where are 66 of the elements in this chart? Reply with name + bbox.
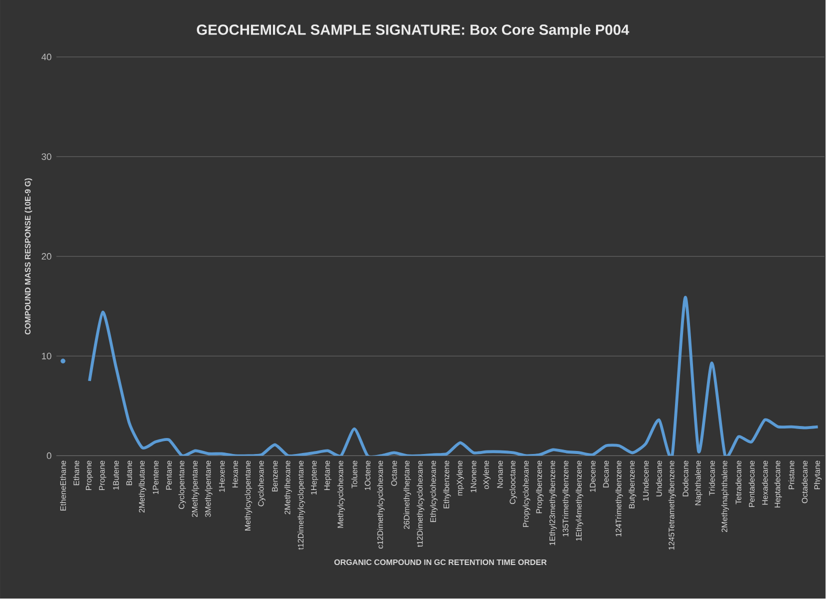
- x-tick-label: 1Nonene: [470, 460, 476, 492]
- x-tick-label: 1Heptene: [311, 460, 318, 495]
- x-tick-label: 1Butene: [113, 460, 119, 490]
- x-tick-label: Propane: [99, 460, 106, 490]
- x-tick-label: Nonane: [497, 460, 503, 488]
- x-tick-label: t12Dimethylcyclohexane: [416, 460, 424, 548]
- x-tick-label: 26Dimethylheptane: [404, 460, 412, 530]
- x-tick-label: Butylbenzene: [628, 460, 636, 508]
- x-tick-label: 1Pentene: [152, 460, 158, 494]
- x-tick-label: Ethane: [73, 460, 80, 486]
- x-tick-label: Decane: [603, 460, 609, 488]
- x-tick-label: Cyclopentane: [178, 460, 186, 510]
- x-tick-label: 1Octene: [364, 460, 370, 490]
- x-tick-label: EtheneEthane: [60, 460, 66, 511]
- chart-title: GEOCHEMICAL SAMPLE SIGNATURE: Box Core Sample P004: [196, 24, 630, 38]
- x-tick-label: Propene: [86, 460, 94, 490]
- x-tick-label: 1Undecene: [642, 460, 649, 501]
- x-tick-label: Tridecane: [708, 460, 715, 496]
- x-tick-label: Phytane: [814, 460, 822, 490]
- x-tick-label: Octadecane: [802, 460, 808, 504]
- y-tick-label: 30: [42, 154, 52, 160]
- x-tick-label: Pentadecane: [748, 460, 755, 508]
- y-axis-title: COMPOUND MASS RESPONSE (10E-9 G): [24, 178, 32, 335]
- x-tick-label: 2Methylpentane: [192, 460, 200, 518]
- x-tick-label: Hexane: [232, 460, 238, 488]
- x-tick-label: Methylcyclohexane: [337, 460, 345, 528]
- x-tick-label: 135Trimethylbenzene: [562, 460, 570, 537]
- x-tick-label: oXylene: [483, 460, 490, 490]
- x-tick-label: Butane: [126, 460, 132, 486]
- x-tick-label: Heptane: [324, 460, 332, 490]
- x-tick-label: Ethylbenzene: [443, 460, 451, 508]
- x-axis-title: ORGANIC COMPOUND IN GC RETENTION TIME ORDER: [334, 560, 547, 566]
- x-tick-label: 3Methylpentane: [204, 460, 212, 518]
- y-tick-label: 10: [42, 352, 52, 360]
- x-tick-label: Dodecane: [682, 460, 688, 496]
- x-tick-label: Toluene: [351, 460, 358, 488]
- y-tick-label: 0: [46, 452, 52, 460]
- x-tick-label: 2Methylnaphthalene: [721, 460, 729, 532]
- x-tick-label: Propylbenzene: [536, 460, 544, 514]
- x-tick-label: Hexadecane: [762, 460, 768, 505]
- x-tick-label: Cyclooctane: [510, 460, 517, 504]
- x-tick-label: Heptadecane: [774, 460, 782, 508]
- x-tick-label: Propylcyclohexane: [522, 460, 530, 528]
- x-tick-label: 1Ethyl23methylbenzene: [549, 460, 557, 546]
- x-tick-label: 1Ethyl4methylbenzene: [576, 460, 584, 541]
- x-tick-label: Cyclohexane: [258, 460, 266, 506]
- x-tick-label: 2Methylbutane: [138, 460, 146, 513]
- x-tick-label: Benzene: [272, 460, 278, 492]
- x-tick-label: Pristane: [788, 460, 794, 490]
- x-tick-label: Tetradecane: [735, 460, 742, 504]
- x-tick-label: mpXylene: [456, 460, 464, 496]
- x-tick-label: t12Dimethylcyclopentane: [298, 460, 306, 550]
- x-tick-label: Pentane: [166, 460, 172, 490]
- x-tick-label: 2Methylhexane: [284, 460, 292, 514]
- x-tick-label: Octane: [391, 460, 397, 486]
- x-tick-label: 1245Tetramethylbenzene: [668, 460, 676, 550]
- y-tick-label: 20: [42, 253, 52, 260]
- x-tick-label: 1Hexene: [219, 460, 225, 492]
- x-tick-label: 124Trimethylbenzene: [615, 460, 623, 537]
- x-tick-label: 1Decene: [590, 460, 596, 492]
- x-tick-label: Methylcyclopentane: [244, 460, 252, 531]
- y-tick-label: 40: [42, 54, 52, 60]
- x-tick-label: Undecane: [656, 460, 662, 496]
- x-tick-label: Ethylcyclohexane: [430, 460, 438, 522]
- x-tick-label: Naphthalene: [694, 460, 702, 506]
- x-tick-label: c12Dimethylcyclohexane: [377, 460, 385, 549]
